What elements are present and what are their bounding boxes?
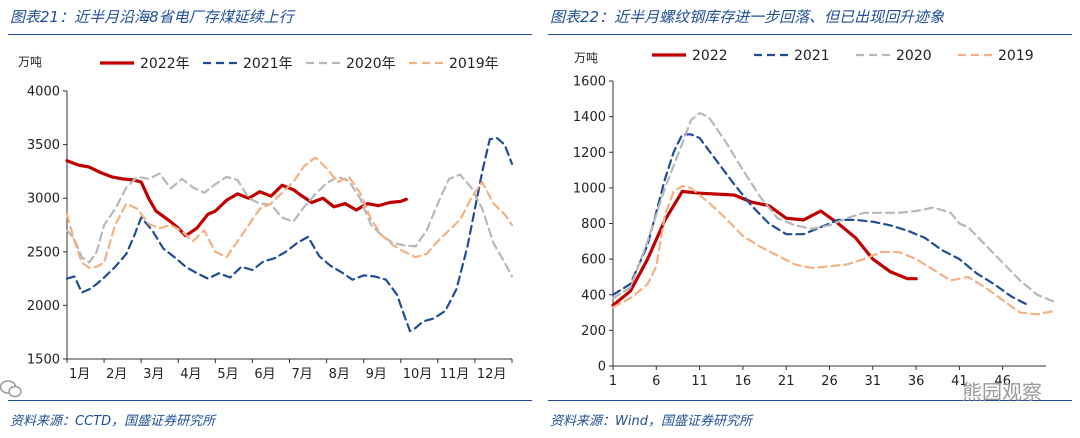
x-tick-label: 46 bbox=[994, 374, 1011, 389]
legend-label: 2022 bbox=[692, 48, 728, 64]
x-tick-label: 11月 bbox=[440, 367, 470, 382]
chart-source: 资料来源：CCTD，国盛证券研究所 bbox=[10, 414, 216, 429]
legend-label: 2019年 bbox=[449, 56, 499, 72]
series-line-2021年 bbox=[65, 137, 514, 333]
y-tick-label: 1500 bbox=[27, 353, 60, 368]
y-unit-label: 万吨 bbox=[574, 51, 598, 65]
source-rule bbox=[8, 400, 532, 401]
x-tick-label: 11 bbox=[691, 374, 708, 389]
x-tick-label: 31 bbox=[865, 374, 882, 389]
y-tick-label: 400 bbox=[581, 288, 606, 303]
legend-label: 2020年 bbox=[346, 56, 396, 72]
x-tick-label: 36 bbox=[908, 374, 925, 389]
source-rule bbox=[548, 400, 1072, 401]
wechat-icon bbox=[0, 380, 22, 398]
y-tick-label: 1200 bbox=[573, 146, 606, 161]
series-line-2020年 bbox=[65, 172, 514, 278]
x-tick-label: 6 bbox=[652, 374, 660, 389]
x-tick-label: 4月 bbox=[180, 367, 201, 382]
series-line-2021 bbox=[611, 133, 1030, 307]
y-tick-label: 800 bbox=[581, 217, 606, 232]
x-tick-label: 16 bbox=[735, 374, 752, 389]
y-tick-label: 2000 bbox=[27, 299, 60, 314]
y-tick-label: 1600 bbox=[573, 75, 606, 90]
y-tick-label: 0 bbox=[598, 360, 606, 375]
x-tick-label: 2月 bbox=[106, 367, 127, 382]
y-tick-label: 3500 bbox=[27, 138, 60, 153]
y-tick-label: 1400 bbox=[573, 110, 606, 125]
title-rule bbox=[548, 34, 1072, 35]
x-tick-label: 9月 bbox=[366, 367, 387, 382]
watermark: 熊园观察 bbox=[962, 380, 1042, 404]
chart-title: 图表21：近半月沿海8省电厂存煤延续上行 bbox=[10, 8, 294, 26]
series-line-2020 bbox=[611, 111, 1056, 303]
x-tick-label: 26 bbox=[821, 374, 838, 389]
chart-panel-rebar-stock: 图表22：近半月螺纹钢库存进一步回落、但已出现回升迹象 万吨 0 200 400 600… bbox=[540, 0, 1080, 438]
legend-label: 2021 bbox=[794, 48, 830, 64]
x-tick-label: 1 bbox=[609, 374, 617, 389]
chart-source: 资料来源：Wind，国盛证券研究所 bbox=[550, 414, 752, 429]
chart-panel-coal-stock: 图表21：近半月沿海8省电厂存煤延续上行 万吨 1500 2000 2500 3000 3… bbox=[8, 8, 532, 429]
x-tick-label: 21 bbox=[778, 374, 795, 389]
y-tick-label: 2500 bbox=[27, 245, 60, 260]
y-tick-label: 600 bbox=[581, 253, 606, 268]
chart-title: 图表22：近半月螺纹钢库存进一步回落、但已出现回升迹象 bbox=[550, 8, 945, 26]
series-line-2019年 bbox=[65, 156, 514, 269]
y-unit-label: 万吨 bbox=[18, 55, 42, 69]
y-tick-label: 200 bbox=[581, 324, 606, 339]
y-tick-label: 3000 bbox=[27, 192, 60, 207]
series-line-2019 bbox=[611, 185, 1056, 316]
x-tick-label: 1月 bbox=[69, 367, 90, 382]
x-tick-label: 10月 bbox=[403, 367, 433, 382]
legend-label: 2022年 bbox=[140, 56, 190, 72]
y-tick-label: 4000 bbox=[27, 85, 60, 100]
title-rule bbox=[8, 34, 532, 35]
legend-label: 2019 bbox=[998, 48, 1034, 64]
x-tick-label: 3月 bbox=[143, 367, 164, 382]
x-tick-label: 6月 bbox=[254, 367, 275, 382]
x-tick-label: 12月 bbox=[477, 367, 507, 382]
x-tick-label: 41 bbox=[951, 374, 968, 389]
y-tick-label: 1000 bbox=[573, 181, 606, 196]
legend-label: 2020 bbox=[896, 48, 932, 64]
x-tick-label: 8月 bbox=[329, 367, 350, 382]
coal-stock-chart: 万吨 1500 2000 2500 3000 3500 4000 1月 2月 3月 4月 5月 6月 7月… bbox=[18, 55, 514, 382]
x-tick-label: 7月 bbox=[292, 367, 313, 382]
series-line-2022年 bbox=[65, 159, 408, 238]
legend-label: 2021年 bbox=[243, 56, 293, 72]
x-tick-label: 5月 bbox=[217, 367, 238, 382]
